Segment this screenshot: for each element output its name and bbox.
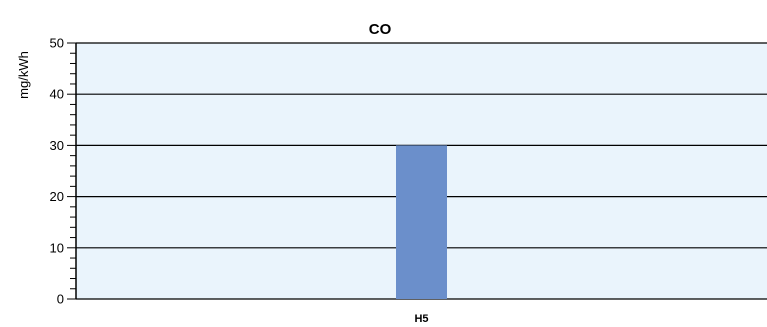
y-axis: 0 10 20 30 40 50	[50, 36, 77, 307]
y-tick-label-30: 30	[50, 138, 64, 153]
y-tick-label-40: 40	[50, 87, 64, 102]
y-tick-label-10: 10	[50, 240, 64, 255]
x-axis-labels: H5	[414, 313, 428, 325]
x-tick-label-H5: H5	[414, 313, 428, 325]
y-tick-label-50: 50	[50, 36, 64, 51]
bars	[396, 145, 447, 299]
y-tick-label-20: 20	[50, 189, 64, 204]
y-tick-label-0: 0	[57, 292, 64, 307]
chart-title: CO	[369, 21, 392, 38]
y-axis-label: mg/kWh	[16, 51, 31, 99]
bar-H5	[396, 145, 447, 299]
